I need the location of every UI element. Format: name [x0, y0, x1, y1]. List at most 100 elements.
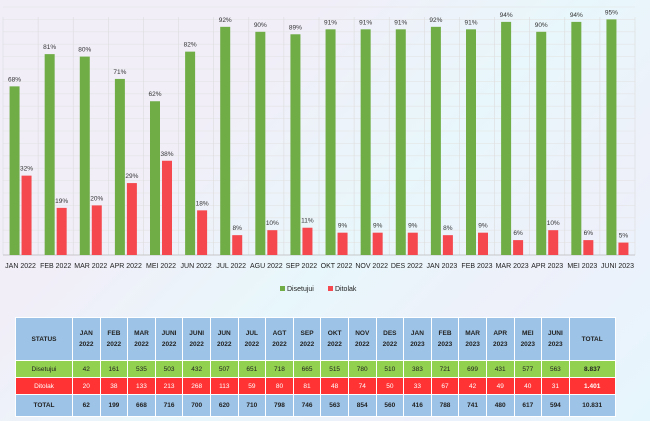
bar-ditolak [583, 240, 594, 255]
table-cell: 620 [209, 394, 239, 417]
table-cell: 383 [403, 360, 432, 378]
table-cell: 74 [347, 377, 377, 395]
data-label: 91% [359, 19, 372, 26]
bar-ditolak [267, 230, 278, 255]
x-tick-label: DES 2022 [391, 263, 423, 270]
table-cell: 33 [403, 377, 432, 395]
bar-disetujui [220, 26, 231, 256]
data-label: 8% [233, 225, 243, 232]
column-header: MEI 2023 [513, 317, 543, 361]
table-cell: 31 [541, 377, 570, 395]
x-tick-label: AGU 2022 [250, 263, 283, 270]
table-cell: 746 [292, 394, 322, 417]
column-header: JUNI 2022 [154, 317, 184, 361]
x-tick-label: JUN 2022 [181, 263, 212, 270]
data-label: 90% [535, 22, 548, 29]
table-cell: 8.837 [568, 360, 616, 378]
table-cell: 49 [485, 377, 515, 395]
x-tick-label: JAN 2023 [427, 263, 458, 270]
data-label: 18% [196, 200, 209, 207]
column-header: AGT 2022 [265, 317, 294, 361]
bar-disetujui [114, 78, 125, 255]
table-cell: 577 [513, 360, 543, 378]
bar-disetujui [255, 31, 266, 255]
data-label: 32% [20, 166, 33, 173]
column-header: MAR 2022 [127, 317, 156, 361]
data-label: 81% [43, 44, 56, 51]
table-cell: 798 [265, 394, 294, 417]
data-label: 91% [324, 19, 337, 26]
data-label: 9% [373, 223, 383, 230]
table-cell: 665 [292, 360, 322, 378]
x-tick-label: JAN 2022 [5, 263, 36, 270]
data-label: 95% [605, 9, 618, 16]
data-label: 68% [8, 76, 21, 83]
x-tick-label: MAR 2022 [74, 263, 107, 270]
bar-ditolak [548, 230, 559, 255]
x-tick-label: APR 2022 [110, 263, 142, 270]
bar-ditolak [197, 210, 208, 255]
bar-ditolak [56, 207, 67, 255]
data-label: 10% [547, 220, 560, 227]
bar-ditolak [513, 240, 524, 255]
column-header: JAN 2022 [72, 317, 101, 361]
table-cell: 67 [430, 377, 460, 395]
table-cell: 617 [513, 394, 543, 417]
bar-disetujui [536, 31, 547, 255]
column-header: DES 2022 [375, 317, 405, 361]
table-cell: 721 [430, 360, 460, 378]
bar-ditolak [618, 242, 629, 255]
table-cell: 10.831 [568, 394, 616, 417]
x-tick-label: FEB 2022 [40, 263, 71, 270]
table-cell: 81 [292, 377, 322, 395]
data-label: 19% [55, 198, 68, 205]
data-label: 38% [160, 151, 173, 158]
data-label: 8% [443, 225, 453, 232]
data-label: 29% [125, 173, 138, 180]
data-label: 5% [619, 233, 629, 240]
table-cell: 716 [154, 394, 184, 417]
table-cell: 510 [375, 360, 405, 378]
x-tick-label: NOV 2022 [355, 263, 388, 270]
column-header: JAN 2023 [403, 317, 432, 361]
table-cell: 699 [458, 360, 487, 378]
table-cell: 80 [265, 377, 294, 395]
bar-disetujui [325, 29, 336, 255]
data-label: 92% [429, 17, 442, 24]
column-header: JUN 2022 [209, 317, 239, 361]
data-label: 20% [90, 195, 103, 202]
legend-label: Disetujui [287, 286, 314, 293]
column-header: SEP 2022 [292, 317, 322, 361]
table-cell: 854 [347, 394, 377, 417]
bar-ditolak [442, 235, 453, 255]
bar-disetujui [501, 21, 512, 255]
column-header: JUL 2022 [237, 317, 267, 361]
data-label: 9% [478, 223, 488, 230]
table-cell: 668 [127, 394, 156, 417]
x-tick-label: MEI 2022 [146, 263, 176, 270]
data-label: 82% [184, 42, 197, 49]
table-cell: 718 [265, 360, 294, 378]
bar-disetujui [9, 86, 20, 255]
table-cell: 133 [127, 377, 156, 395]
data-label: 94% [500, 12, 513, 19]
bar-chart: 68% 32% JAN 2022 81% 19% FEB 2022 80% 20% MAR 20… [2, 6, 636, 293]
table-cell: 432 [182, 360, 211, 378]
table-cell: 59 [237, 377, 267, 395]
table-cell: 199 [99, 394, 129, 417]
table-cell: 416 [403, 394, 432, 417]
column-header: MAR 2023 [458, 317, 487, 361]
x-tick-label: OKT 2022 [321, 263, 353, 270]
bar-disetujui [466, 29, 476, 255]
column-header: NOV 2022 [347, 317, 377, 361]
table-cell: 563 [541, 360, 570, 378]
x-tick-label: MAR 2023 [496, 263, 529, 270]
table-cell: 788 [430, 394, 460, 417]
x-tick-label: APR 2023 [531, 263, 563, 270]
table-cell: 560 [375, 394, 405, 417]
table-cell: 62 [72, 394, 101, 417]
data-label: 94% [570, 12, 583, 19]
table-row: Disetujui 42 161 535 503 432 507 651 718 665 515 78… [15, 360, 616, 378]
bar-disetujui [79, 56, 90, 255]
bar-ditolak [162, 160, 172, 255]
